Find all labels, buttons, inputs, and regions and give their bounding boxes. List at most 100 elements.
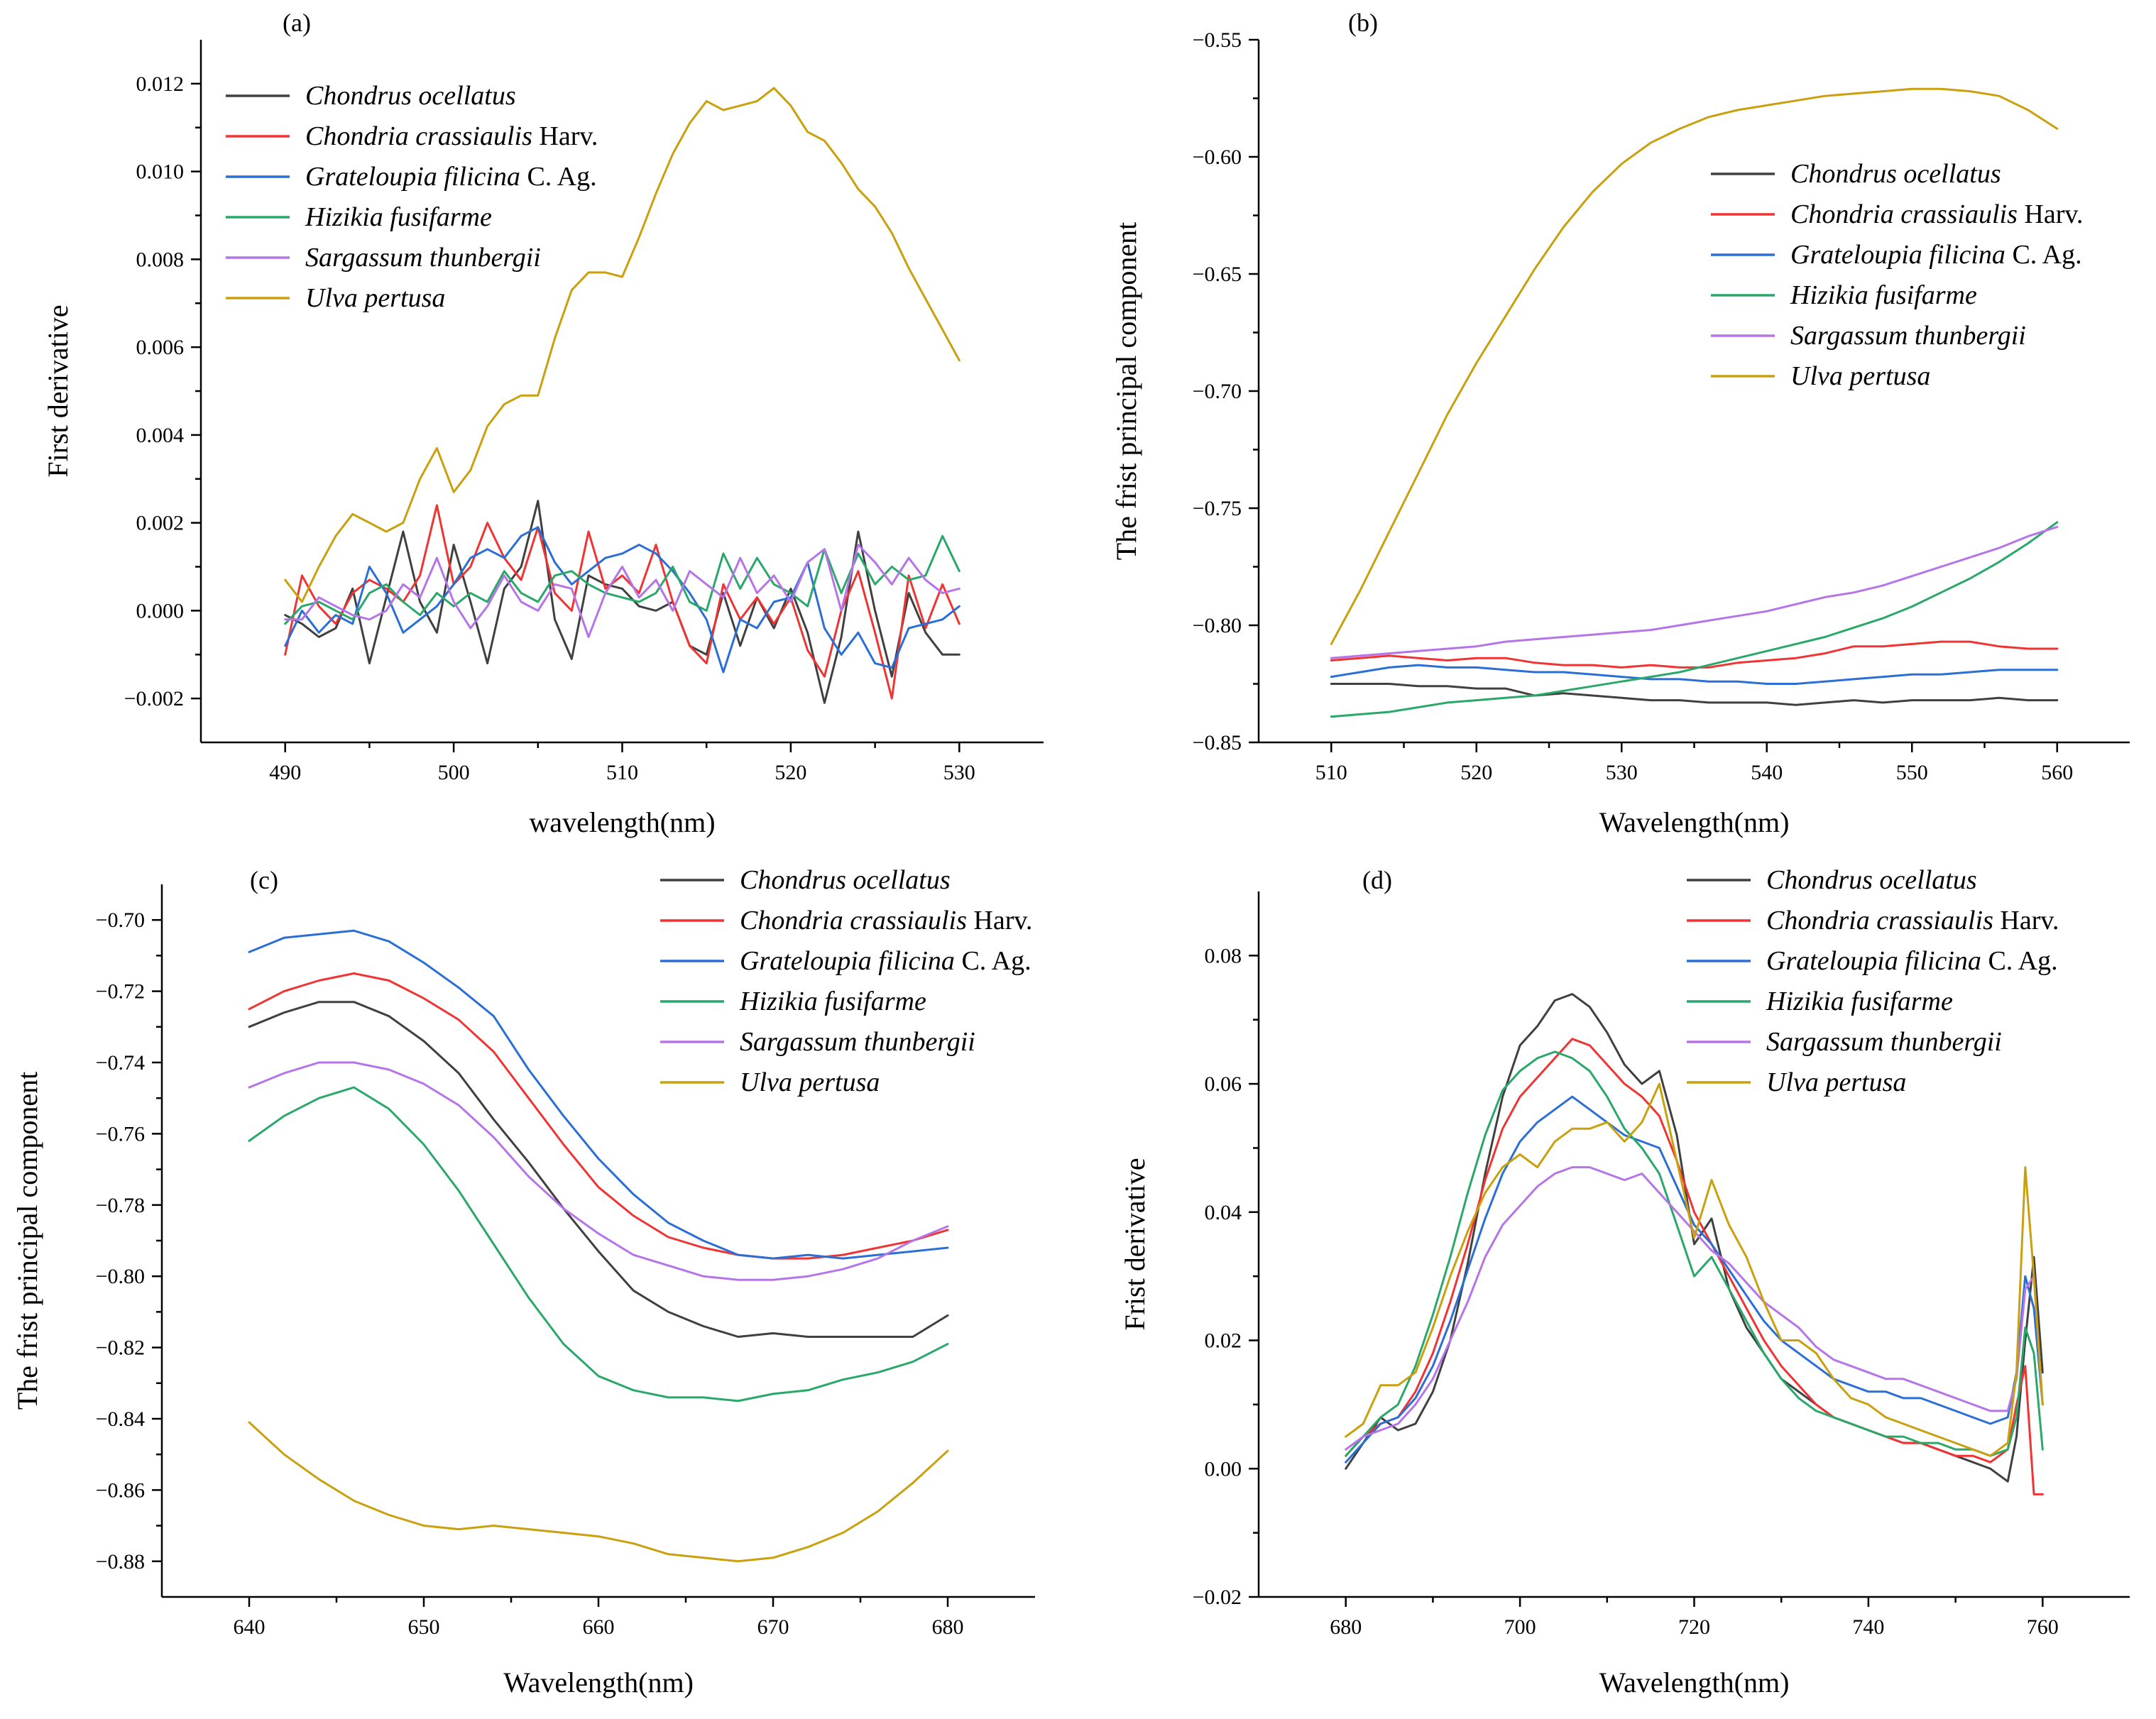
y-tick-label: −0.80 [1193,614,1242,637]
y-tick-label: 0.06 [1205,1072,1242,1096]
x-tick-label: 720 [1678,1615,1710,1639]
series-line-ulva-pertusa [248,1421,949,1563]
legend-label: Hizikia fusifarme [305,202,492,232]
legend-label: Grateloupia filicina C. Ag. [1766,946,2058,976]
panel-label: (a) [283,9,311,37]
x-axis-title: Wavelength(nm) [1599,806,1790,838]
legend-label: Sargassum thunbergii [740,1027,975,1057]
y-tick-label: −0.02 [1193,1586,1242,1609]
legend-label-species: Grateloupia filicina [1766,946,1981,976]
y-axis-title: Frist derivative [1119,1158,1151,1330]
legend-label-author: Harv. [1993,906,2059,935]
series-line-grateloupia-filicina [1345,1095,2044,1463]
y-tick-label: 0.08 [1205,944,1242,967]
legend-label-species: Hizikia fusifarme [1790,280,1977,310]
panel-label: (d) [1362,866,1392,894]
x-tick-label: 650 [408,1615,440,1639]
legend-label-species: Hizikia fusifarme [1766,987,1953,1016]
x-tick-label: 520 [1460,761,1492,784]
series-line-sargassum-thunbergii [248,1061,949,1281]
legend-label: Sargassum thunbergii [1790,321,2026,351]
legend-label-author: C. Ag. [520,162,597,192]
y-tick-label: 0.006 [136,336,185,359]
legend-label: Ulva pertusa [1790,361,1930,391]
series-line-sargassum-thunbergii [284,544,961,638]
series-line-chondrus-ocellatus [284,500,961,704]
legend-label-species: Hizikia fusifarme [305,202,492,232]
y-tick-label: −0.88 [96,1550,145,1574]
legend-label-species: Ulva pertusa [305,283,445,313]
series-line-ulva-pertusa [1345,1082,2044,1457]
x-tick-label: 760 [2027,1615,2059,1639]
x-tick-label: 490 [269,761,301,784]
x-tick-label: 740 [1852,1615,1884,1639]
y-tick-label: −0.82 [96,1336,145,1360]
series-line-ulva-pertusa [284,87,961,603]
y-axis-title: The frist principal component [11,1072,43,1410]
y-tick-label: 0.008 [136,248,185,271]
y-tick-label: −0.75 [1193,497,1242,520]
legend-label-species: Chondria crassiaulis [740,906,967,935]
legend-label-species: Sargassum thunbergii [1766,1027,2002,1057]
legend-label-species: Chondrus ocellatus [305,81,516,111]
series-line-ulva-pertusa [1330,87,2059,645]
series-line-hizikia-fusifarme [248,1086,949,1402]
series-line-hizikia-fusifarme [284,534,961,625]
legend: Chondrus ocellatus Chondria crassiaulis H… [660,865,1032,1097]
legend-label: Grateloupia filicina C. Ag. [740,946,1032,976]
series-line-chondria-crassiaulis [1345,1038,2044,1495]
y-tick-label: −0.72 [96,980,145,1004]
legend-label: Chondrus ocellatus [1790,159,2001,189]
x-tick-label: 670 [757,1615,789,1639]
series-line-chondrus-ocellatus [1330,683,2059,706]
series-line-hizikia-fusifarme [1330,521,2059,718]
legend-label-species: Grateloupia filicina [1790,240,2005,270]
series-line-sargassum-thunbergii [1345,1166,2044,1451]
legend-label-species: Chondrus ocellatus [740,865,951,895]
legend-label: Chondria crassiaulis Harv. [1790,199,2083,229]
y-tick-label: −0.76 [96,1122,145,1146]
legend: Chondrus ocellatus Chondria crassiaulis H… [226,81,598,313]
legend-label-species: Ulva pertusa [1790,361,1930,391]
y-tick-label: −0.84 [96,1407,145,1431]
x-tick-label: 520 [775,761,806,784]
legend-label-species: Chondrus ocellatus [1766,865,1977,895]
x-tick-label: 540 [1751,761,1783,784]
legend-label: Hizikia fusifarme [1790,280,1977,310]
legend-label-species: Sargassum thunbergii [1790,321,2026,351]
y-tick-label: 0.012 [136,72,185,96]
y-tick-label: −0.78 [96,1194,145,1217]
y-tick-label: −0.55 [1193,28,1242,52]
series-line-sargassum-thunbergii [1330,525,2059,659]
legend-label: Ulva pertusa [305,283,445,313]
legend-label: Ulva pertusa [740,1067,880,1097]
series-line-grateloupia-filicina [248,929,949,1260]
legend-label-author: Harv. [2018,199,2084,229]
legend-label-author: C. Ag. [1981,946,2058,976]
series-line-chondrus-ocellatus [248,1001,949,1338]
x-tick-label: 550 [1896,761,1928,784]
x-tick-label: 510 [1315,761,1347,784]
legend-label-species: Chondria crassiaulis [305,121,532,151]
legend-label-species: Hizikia fusifarme [739,987,926,1016]
y-tick-label: −0.85 [1193,731,1242,754]
y-axis-title: First derivative [42,304,74,477]
series-line-chondria-crassiaulis [1330,640,2059,669]
legend-label-species: Grateloupia filicina [305,162,520,192]
x-tick-label: 700 [1504,1615,1536,1639]
y-tick-label: 0.02 [1205,1329,1242,1353]
y-tick-label: −0.002 [124,687,184,710]
y-axis-title: The frist principal component [1110,222,1142,561]
x-tick-label: 640 [234,1615,266,1639]
y-tick-label: −0.86 [96,1478,145,1502]
x-tick-label: 500 [438,761,470,784]
series-line-hizikia-fusifarme [1345,1050,2044,1457]
y-tick-label: −0.65 [1193,263,1242,286]
panel-label: (c) [250,866,278,894]
legend-label-species: Chondria crassiaulis [1766,906,1993,935]
series-line-grateloupia-filicina [284,526,961,674]
panel-label: (b) [1348,9,1378,37]
series-line-grateloupia-filicina [1330,664,2059,685]
legend: Chondrus ocellatus Chondria crassiaulis H… [1711,159,2083,391]
legend-label: Chondrus ocellatus [305,81,516,111]
